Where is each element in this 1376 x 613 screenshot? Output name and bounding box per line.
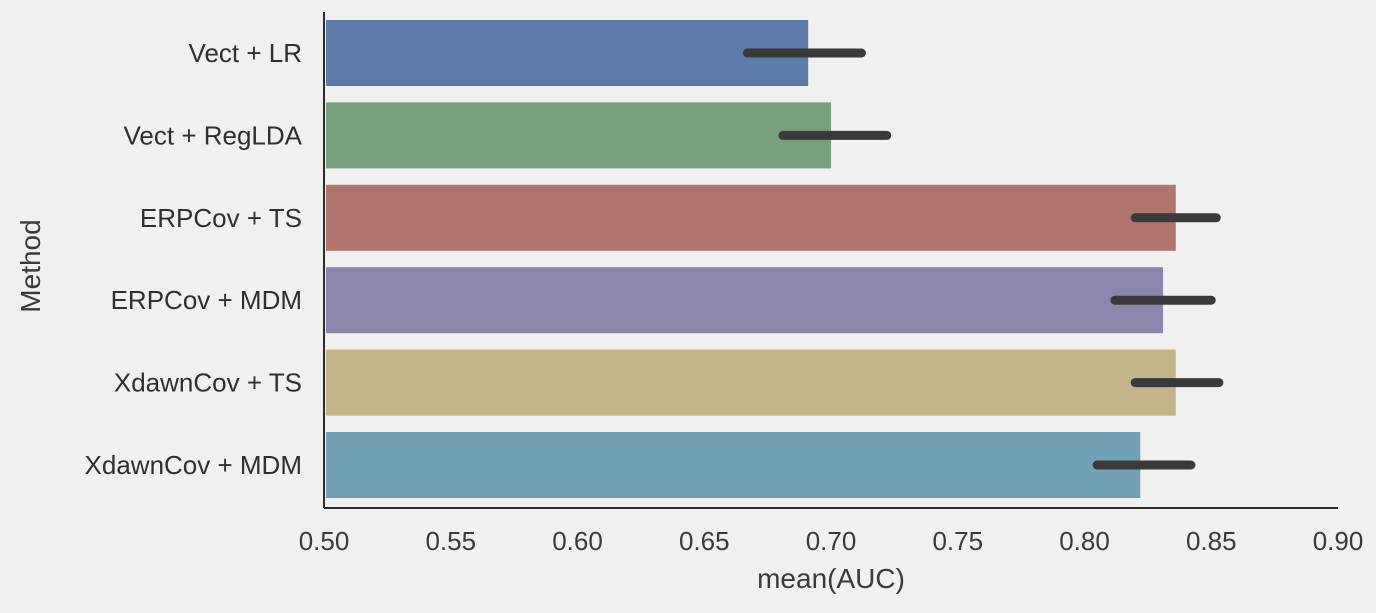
bar <box>326 432 1141 498</box>
y-tick-label: XdawnCov + TS <box>114 368 302 398</box>
x-axis-label: mean(AUC) <box>757 563 905 594</box>
y-tick-labels: Vect + LR Vect + RegLDA ERPCov + TS ERPCov … <box>85 38 303 480</box>
y-tick-label: Vect + RegLDA <box>124 120 303 150</box>
y-tick-label: ERPCov + MDM <box>111 285 302 315</box>
x-tick-label: 0.50 <box>299 526 350 556</box>
y-tick-label: ERPCov + TS <box>140 203 302 233</box>
x-tick-labels: 0.50 0.55 0.60 0.65 0.70 0.75 0.80 0.85 0.90 <box>299 526 1364 556</box>
x-tick-label: 0.70 <box>806 526 857 556</box>
x-tick-label: 0.60 <box>552 526 603 556</box>
x-tick-label: 0.85 <box>1186 526 1237 556</box>
bar <box>326 184 1176 251</box>
bar <box>326 102 831 169</box>
y-tick-label: XdawnCov + MDM <box>85 450 302 480</box>
x-tick-label: 0.80 <box>1059 526 1110 556</box>
x-tick-label: 0.75 <box>932 526 983 556</box>
x-tick-label: 0.65 <box>679 526 730 556</box>
bar <box>326 20 809 86</box>
error-bars-layer <box>742 48 1224 470</box>
bar <box>326 349 1176 416</box>
bars-layer <box>326 20 1176 498</box>
y-tick-label: Vect + LR <box>189 38 302 68</box>
x-tick-label: 0.55 <box>425 526 476 556</box>
x-tick-label: 0.90 <box>1313 526 1364 556</box>
bar <box>326 267 1164 334</box>
y-axis-label: Method <box>15 219 46 312</box>
